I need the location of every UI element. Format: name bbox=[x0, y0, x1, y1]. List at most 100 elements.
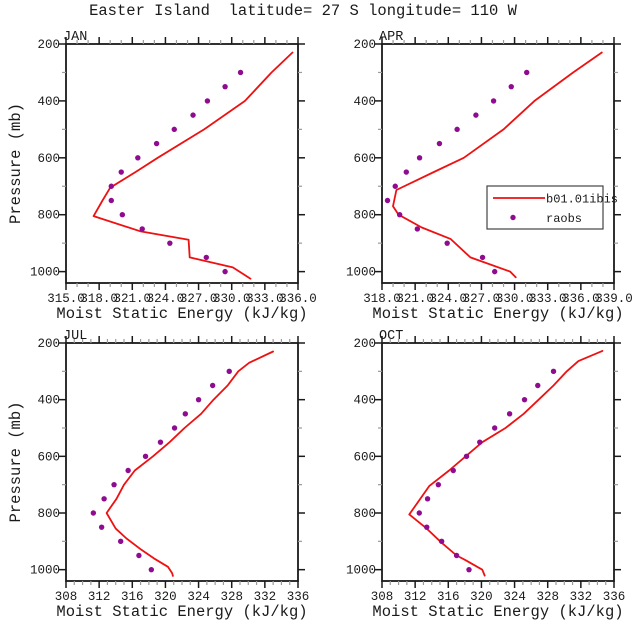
x-tick-label: 320 bbox=[470, 590, 493, 604]
x-tick-label: 324.0 bbox=[147, 292, 185, 306]
x-tick-label: 316 bbox=[437, 590, 460, 604]
y-tick-label: 600 bbox=[37, 450, 60, 464]
raobs-dot bbox=[416, 155, 423, 161]
raobs-dot bbox=[444, 240, 450, 246]
figure-title: Easter Island latitude= 27 S longitude= … bbox=[89, 2, 517, 20]
raobs-dot bbox=[142, 453, 149, 460]
raobs-dot bbox=[117, 538, 124, 545]
x-tick-label: 328 bbox=[536, 590, 559, 604]
raobs-dots bbox=[108, 69, 244, 275]
panel-title: OCT bbox=[379, 329, 403, 344]
raobs-dot bbox=[550, 368, 557, 375]
panel-apr: 318.0321.0324.0327.0330.0333.0336.0339.0… bbox=[346, 30, 633, 323]
raobs-dot bbox=[491, 425, 498, 431]
y-tick-label: 600 bbox=[37, 152, 60, 166]
axis-ticks bbox=[375, 37, 621, 290]
raobs-dot bbox=[435, 481, 442, 488]
raobs-dot bbox=[136, 552, 142, 559]
x-tick-label: 308 bbox=[55, 590, 78, 604]
axis-ticks bbox=[59, 336, 305, 588]
raobs-dot bbox=[182, 411, 189, 417]
raobs-dot bbox=[118, 169, 124, 175]
y-tick-label: 800 bbox=[37, 209, 60, 223]
y-tick-label: 200 bbox=[353, 38, 376, 52]
x-tick-label: 320 bbox=[154, 590, 177, 604]
model-line bbox=[408, 349, 604, 577]
plot-border bbox=[65, 342, 299, 582]
legend-dot-sample bbox=[510, 214, 516, 221]
raobs-dot bbox=[491, 268, 498, 275]
raobs-dots bbox=[384, 69, 530, 275]
x-axis-title: Moist Static Energy (kJ/kg) bbox=[372, 305, 623, 323]
panel-oct: 308 312 316 320 324 328 332 336 200 400 600 800 1000… bbox=[346, 329, 625, 621]
raobs-dot bbox=[473, 112, 479, 118]
raobs-dot bbox=[226, 368, 232, 375]
raobs-dot bbox=[209, 382, 216, 389]
model-line bbox=[392, 51, 603, 279]
raobs-dot bbox=[521, 396, 528, 403]
raobs-dots bbox=[90, 368, 232, 573]
x-tick-label: 332 bbox=[570, 590, 593, 604]
x-tick-label: 324 bbox=[187, 590, 210, 604]
raobs-dot bbox=[463, 453, 470, 460]
raobs-dot bbox=[171, 425, 178, 431]
legend: b01.01ibis raobs bbox=[486, 185, 618, 230]
x-tick-label: 339.0 bbox=[595, 292, 633, 306]
raobs-dot bbox=[479, 254, 486, 261]
x-tick-label: 318.0 bbox=[363, 292, 401, 306]
raobs-dot bbox=[108, 183, 114, 189]
x-tick-label: 315.0 bbox=[47, 292, 85, 306]
raobs-dot bbox=[424, 496, 431, 502]
legend-line-label: b01.01ibis bbox=[546, 193, 618, 207]
y-tick-label: 200 bbox=[353, 337, 376, 351]
legend-box bbox=[486, 185, 604, 230]
raobs-dot bbox=[535, 382, 541, 389]
raobs-dots bbox=[416, 368, 557, 573]
y-tick-label: 1000 bbox=[30, 564, 60, 578]
panel-jan: 315.0318.0321.0324.0327.0330.0333.0336.0… bbox=[7, 30, 317, 323]
x-tick-label: 327.0 bbox=[180, 292, 218, 306]
raobs-dot bbox=[403, 169, 410, 175]
raobs-dot bbox=[167, 240, 173, 246]
y-tick-label: 400 bbox=[37, 95, 60, 109]
x-tick-label: 333.0 bbox=[246, 292, 284, 306]
raobs-dot bbox=[450, 467, 456, 474]
x-tick-label: 330.0 bbox=[213, 292, 251, 306]
raobs-dot bbox=[139, 226, 145, 232]
plot-border bbox=[65, 43, 299, 284]
raobs-dot bbox=[195, 396, 202, 403]
x-axis-title: Moist Static Energy (kJ/kg) bbox=[56, 603, 307, 621]
x-tick-label: 336 bbox=[287, 590, 310, 604]
y-tick-label: 800 bbox=[353, 507, 376, 521]
y-tick-label: 600 bbox=[353, 450, 376, 464]
y-tick-label: 1000 bbox=[346, 266, 376, 280]
raobs-dot bbox=[524, 69, 530, 76]
raobs-dot bbox=[490, 98, 497, 104]
x-tick-label: 330.0 bbox=[496, 292, 534, 306]
x-tick-label: 321.0 bbox=[396, 292, 434, 306]
y-tick-label: 1000 bbox=[346, 564, 376, 578]
x-tick-label: 312 bbox=[404, 590, 427, 604]
x-tick-label: 324 bbox=[503, 590, 526, 604]
panel-title: APR bbox=[379, 30, 403, 45]
y-tick-label: 400 bbox=[353, 394, 376, 408]
y-axis-title: Pressure (mb) bbox=[7, 402, 25, 523]
x-tick-label: 324.0 bbox=[430, 292, 468, 306]
raobs-dot bbox=[171, 126, 177, 133]
raobs-dot bbox=[508, 83, 514, 90]
raobs-dot bbox=[237, 69, 244, 76]
raobs-dot bbox=[125, 467, 131, 474]
raobs-dot bbox=[466, 566, 472, 573]
raobs-dot bbox=[153, 140, 160, 147]
raobs-dot bbox=[506, 411, 513, 417]
raobs-dot bbox=[222, 268, 228, 275]
x-tick-label: 312 bbox=[88, 590, 111, 604]
raobs-dot bbox=[416, 510, 422, 516]
plot-border bbox=[381, 43, 615, 284]
raobs-dot bbox=[111, 481, 117, 488]
plot-border bbox=[381, 342, 615, 582]
raobs-dot bbox=[203, 254, 210, 261]
y-tick-label: 200 bbox=[37, 337, 60, 351]
